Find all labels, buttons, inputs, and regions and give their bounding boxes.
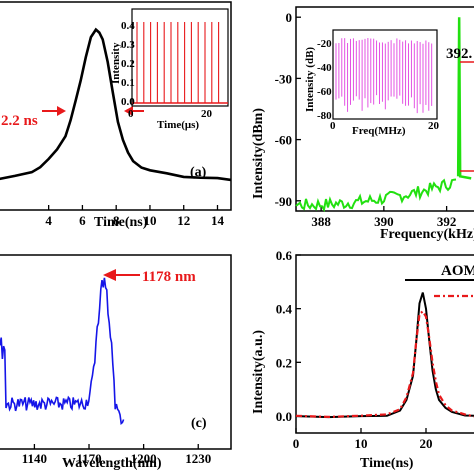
panel-d-series-2 — [295, 309, 474, 419]
panel-b-inset-xtick-1: 20 — [428, 120, 440, 132]
panel-a-xtick-4: 12 — [177, 213, 190, 228]
panel-a-fwhm-arrowhead-left — [57, 106, 66, 116]
panel-b-xtick-1: 390 — [374, 214, 394, 229]
panel-a-xtick-0: 4 — [45, 213, 52, 228]
panel-b-series-line — [295, 178, 457, 213]
panel-d-legend-label: AOM — [441, 263, 474, 279]
panel-b-ylabel: Intensity(dBm) — [251, 108, 266, 199]
panel-a-xlabel: Time(ns) — [94, 215, 148, 230]
panel-a-label: (a) — [190, 165, 207, 180]
panel-b-frame — [295, 6, 474, 212]
panel-a-inset-ytick-4: 0.4 — [121, 20, 135, 32]
panel-b-inset: -20 -40 -60 -80 Intensity (dB) 0 20 Freq… — [304, 29, 440, 137]
panel-a-inset-ytick-2: 0.2 — [121, 58, 135, 70]
panel-a-xtick-2: 8 — [113, 213, 120, 228]
panel-b-xtick-0: 388 — [311, 214, 331, 229]
panel-a-inset-xtick-0: 0 — [128, 108, 134, 120]
panel-d-ytick-1: 0.2 — [276, 355, 292, 370]
panel-b-peak — [456, 17, 472, 180]
panel-c: 1140 1170 1200 1230 1178 nm (c) Wavelength(… — [0, 254, 232, 471]
panel-b-xtick-2: 392 — [437, 214, 457, 229]
panel-c-xtick-2: 1200 — [131, 451, 157, 466]
panel-d-xtick-2: 20 — [420, 436, 433, 451]
panel-c-xtick-0: 1140 — [22, 451, 47, 466]
panel-a-inset: 0.0 0.1 0.2 0.3 0.4 Intensity 0 20 Time(… — [110, 8, 229, 131]
panel-a-xtick-5: 14 — [211, 213, 225, 228]
panel-a-inset-frame — [131, 8, 229, 107]
panel-a-inset-xtick-1: 20 — [201, 108, 213, 120]
panel-a-series-line — [0, 27, 232, 182]
panel-b-inset-ytick-2: -60 — [317, 86, 332, 98]
panel-a-inset-ytick-3: 0.3 — [121, 39, 135, 51]
panel-c-frame — [0, 254, 232, 450]
panel-a-annotation: 2.2 ns — [1, 113, 38, 129]
panel-a-xtick-1: 6 — [79, 213, 86, 228]
panel-c-xlabel: Wavelength(nm) — [62, 456, 162, 471]
panel-b-ytick-2: -30 — [275, 71, 292, 86]
panel-c-xtick-3: 1230 — [185, 451, 211, 466]
panel-d-xtick-0: 0 — [293, 436, 300, 451]
panel-a-fwhm-arrowhead-right — [124, 106, 133, 116]
panel-d: 0 10 20 0.0 0.2 0.4 0.6 AOM Intensity(a.u.) Ti… — [251, 248, 474, 471]
panel-b-ytick-0: -90 — [275, 194, 292, 209]
panel-b-inset-ytick-3: -80 — [317, 110, 332, 122]
panel-b: 388 390 392-90-60-300 392. Intensity(dBm) … — [251, 6, 474, 242]
panel-c-annotation: 1178 nm — [142, 269, 196, 285]
panel-d-ytick-0: 0.0 — [276, 409, 292, 424]
panel-c-label: (c) — [191, 416, 207, 431]
panel-b-ytick-1: -60 — [275, 133, 292, 148]
panel-a: 4 6 8 10 12 14 2.2 ns (a) Time(ns) 0.0 0.1 0.… — [0, 1, 232, 230]
panel-d-ytick-3: 0.6 — [276, 248, 293, 263]
panel-d-ylabel: Intensity(a.u.) — [251, 330, 266, 414]
panel-a-frame — [0, 1, 232, 211]
panel-a-inset-ytick-1: 0.1 — [121, 77, 135, 89]
panel-d-xtick-1: 10 — [355, 436, 368, 451]
panel-b-ytick-3: 0 — [286, 10, 293, 25]
panel-d-xlabel: Time(ns) — [360, 456, 414, 471]
panel-b-inset-ylabel: Intensity (dB) — [304, 47, 316, 112]
panel-c-series-line — [0, 277, 125, 426]
panel-a-inset-ytick-0: 0.0 — [121, 96, 135, 108]
panel-a-inset-ylabel: Intensity — [110, 42, 122, 84]
panel-d-frame — [295, 254, 474, 434]
panel-a-inset-xlabel: Time(μs) — [157, 119, 199, 131]
panel-b-inset-xtick-0: 0 — [330, 120, 336, 132]
panel-b-inset-xlabel: Freq(MHz) — [352, 125, 406, 137]
panel-b-inset-ytick-0: -20 — [317, 38, 332, 50]
panel-d-ytick-2: 0.4 — [276, 302, 293, 317]
panel-a-xtick-3: 10 — [143, 213, 156, 228]
panel-b-annotation: 392. — [446, 46, 473, 62]
panel-b-inset-ytick-1: -40 — [317, 62, 332, 74]
panel-b-xlabel: Frequency(kHz) — [380, 227, 474, 242]
panel-d-series-aom — [295, 292, 474, 419]
panel-c-arrowhead — [103, 269, 116, 281]
panel-c-xtick-1: 1170 — [76, 451, 101, 466]
